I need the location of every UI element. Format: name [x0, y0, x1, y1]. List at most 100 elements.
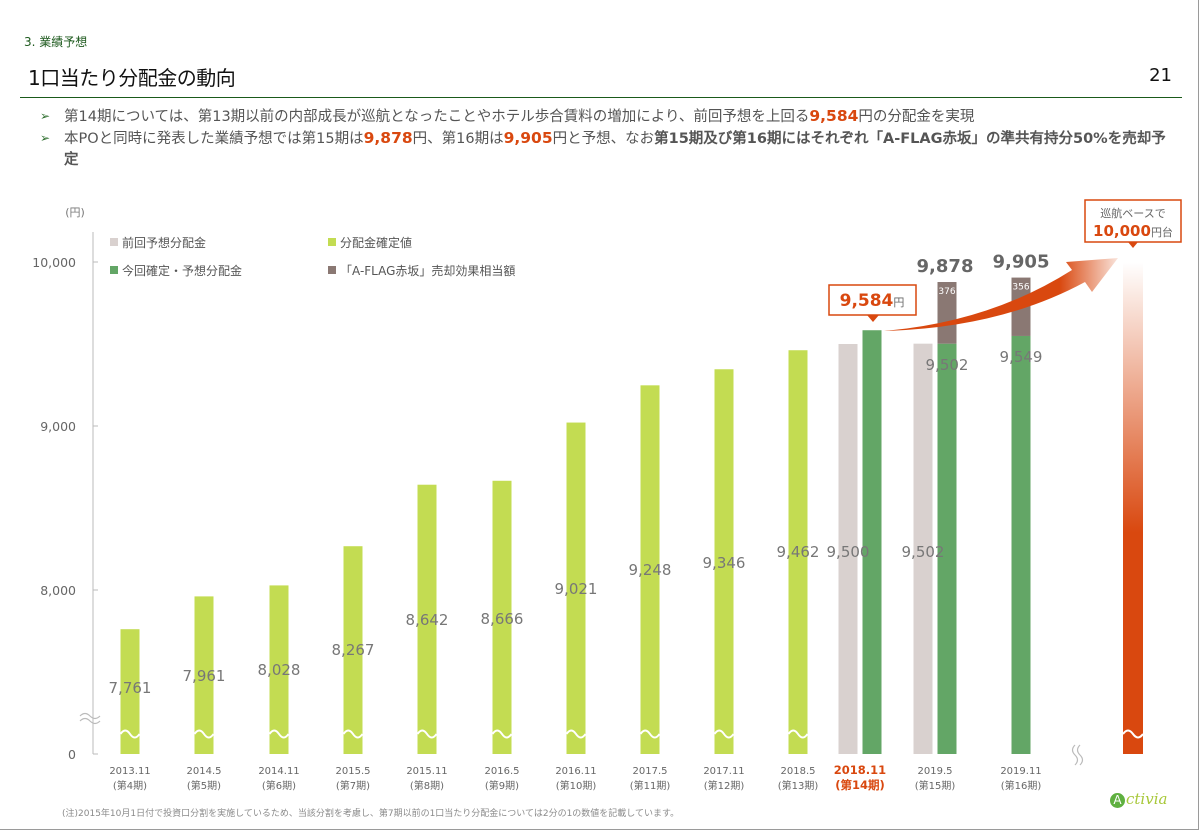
x-tick-label: 2013.11 [109, 766, 150, 777]
section-label: 3. 業績予想 [24, 35, 88, 49]
bar-break-mark [1122, 729, 1144, 739]
bar-value-label: 9,502 [902, 543, 945, 561]
page-title: 1口当たり分配金の動向 [28, 66, 236, 90]
bar-value-label: 8,642 [406, 611, 449, 629]
bar-value-label: 7,761 [109, 679, 152, 697]
bar-target [1123, 262, 1143, 754]
target-callout-box [1084, 199, 1182, 243]
bar-break-mark [268, 729, 290, 739]
callout-box [828, 284, 917, 316]
highlight-value: 9,905 [503, 129, 553, 147]
bar-confirmed [417, 484, 437, 754]
bar-confirmed [714, 369, 734, 754]
bar-confirmed [343, 546, 363, 754]
bullet-text-part: 円と予想、なお [552, 131, 655, 147]
bar-value-label: 8,267 [332, 641, 375, 659]
y-tick-label: 10,000 [32, 255, 76, 270]
legend-swatch [110, 266, 118, 274]
bullet-text-part: 円、第16期は [412, 131, 504, 147]
bar-previous-forecast [838, 344, 858, 754]
bar-value-label: 9,462 [777, 543, 820, 561]
bar-current [1011, 335, 1031, 754]
x-tick-label: 2018.11 [834, 763, 886, 777]
bullet-item: ➢ 第14期については、第13期以前の内部成長が巡航となったことやホテル歩合賃料の… [40, 106, 1180, 128]
bar-sale-effect [937, 282, 957, 344]
bullet-text: 本POと同時に発表した業績予想では第15期は9,878円、第16期は9,905円… [64, 129, 1166, 168]
bar-confirmed [269, 585, 289, 754]
x-tick-label: 2015.11 [406, 766, 447, 777]
x-tick-period: (第13期) [778, 779, 819, 792]
x-tick-period: (第16期) [1001, 779, 1042, 792]
bar-value-label: 9,500 [827, 543, 870, 561]
highlight-value: 9,878 [363, 129, 413, 147]
bullet-arrow-icon: ➢ [40, 109, 51, 123]
x-tick-period: (第10期) [556, 779, 597, 792]
bar-confirmed [194, 596, 214, 754]
x-tick-period: (第12期) [704, 779, 745, 792]
x-tick-period: (第14期) [835, 778, 885, 792]
bar-value-label: 9,549 [1000, 348, 1043, 366]
callout-pointer-icon [867, 315, 879, 322]
bar-confirmed [120, 629, 140, 754]
y-tick-label: 8,000 [40, 583, 76, 598]
bar-break-mark [193, 729, 215, 739]
bullet-text-part: 第15期及び第16期にはそれぞれ「A-FLAG赤坂」の準共有持分50%を売却予定 [64, 131, 1166, 168]
legend-label: 前回予想分配金 [122, 235, 206, 250]
x-tick-label: 2016.5 [485, 766, 520, 777]
x-tick-period: (第8期) [410, 779, 444, 792]
target-value: 10,000 [1093, 222, 1151, 240]
x-tick-period: (第7期) [336, 779, 370, 792]
x-tick-period: (第5期) [187, 779, 221, 792]
x-tick-label: 2019.11 [1000, 766, 1041, 777]
x-tick-label: 2015.5 [336, 766, 371, 777]
bar-confirmed [640, 385, 660, 754]
bullet-list: ➢ 第14期については、第13期以前の内部成長が巡航となったことやホテル歩合賃料の… [40, 106, 1180, 171]
total-label: 9,878 [917, 256, 974, 277]
bar-value-label: 9,502 [926, 356, 969, 374]
sale-effect-label: 356 [1012, 283, 1029, 293]
target-unit: 円台 [1151, 225, 1173, 239]
legend-swatch [328, 238, 336, 246]
x-tick-label: 2016.11 [555, 766, 596, 777]
x-tick-period: (第15期) [915, 779, 956, 792]
callout-text: 9,584円 [840, 291, 905, 311]
bar-value-label: 8,666 [481, 610, 524, 628]
x-tick-label: 2018.5 [781, 766, 816, 777]
legend-label: 「A-FLAG赤坂」売却効果相当額 [340, 263, 515, 278]
bar-value-label: 9,248 [629, 561, 672, 579]
bar-value-label: 7,961 [183, 667, 226, 685]
total-label: 9,905 [993, 252, 1050, 273]
legend-swatch [110, 238, 118, 246]
axis-break-icon [79, 712, 101, 725]
footnote: (注)2015年10月1日付で投資口分割を実施しているため、当該分割を考慮し、第… [62, 809, 680, 819]
bullet-text: 第14期については、第13期以前の内部成長が巡航となったことやホテル歩合賃料の増… [64, 107, 974, 125]
x-tick-label: 2017.11 [703, 766, 744, 777]
y-axis-unit: (円) [65, 206, 85, 219]
callout-unit: 円 [893, 296, 904, 309]
logo-text: ctivia [1126, 790, 1168, 808]
x-tick-period: (第4期) [113, 779, 147, 792]
growth-arrow-icon [884, 258, 1118, 331]
bar-break-mark [491, 729, 513, 739]
bar-confirmed [788, 350, 808, 754]
bar-value-label: 8,028 [258, 661, 301, 679]
bar-break-mark [416, 729, 438, 739]
bar-value-label: 9,346 [703, 554, 746, 572]
x-axis-break-icon [1071, 744, 1084, 766]
highlight-value: 9,584 [809, 107, 859, 125]
x-tick-period: (第9期) [485, 779, 519, 792]
x-tick-label: 2014.5 [187, 766, 222, 777]
bar-break-mark [565, 729, 587, 739]
bullet-arrow-icon: ➢ [40, 131, 51, 145]
sale-effect-label: 376 [938, 287, 955, 297]
x-tick-label: 2019.5 [918, 766, 953, 777]
bar-confirmed [566, 422, 586, 754]
target-caption: 巡航ベースで [1100, 206, 1165, 220]
bar-confirmed [492, 480, 512, 754]
bar-break-mark [713, 729, 735, 739]
bullet-text-part: 第14期については、第13期以前の内部成長が巡航となったことやホテル歩合賃料の増… [64, 109, 810, 125]
x-tick-period: (第11期) [630, 779, 671, 792]
